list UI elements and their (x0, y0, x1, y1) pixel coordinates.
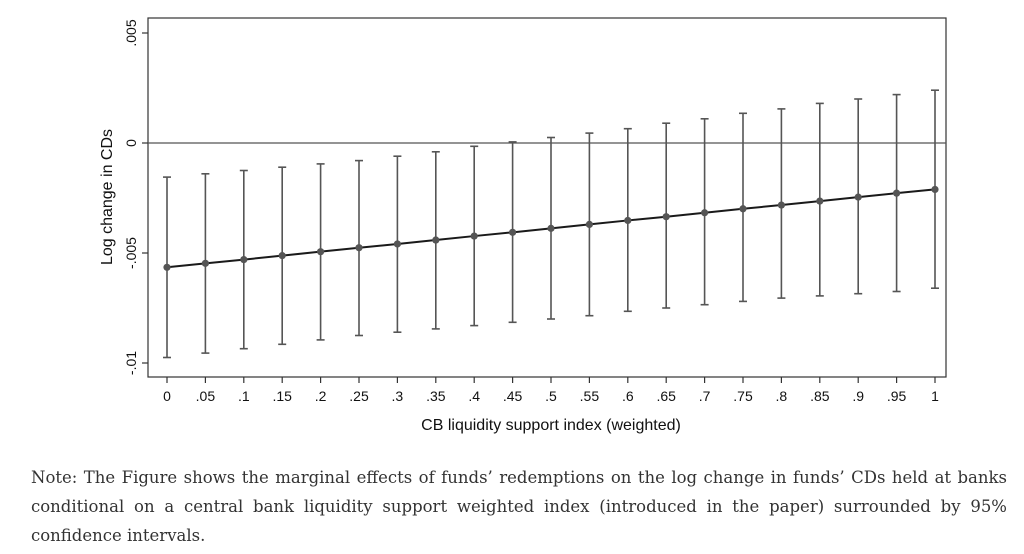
data-point (931, 185, 939, 194)
data-point (816, 197, 824, 205)
data-point (701, 209, 709, 217)
x-tick-label: .4 (468, 388, 480, 404)
x-tick-label: .45 (503, 388, 523, 404)
y-axis: .005 0 -.005 -.01 (123, 19, 148, 375)
x-tick-label: .6 (622, 388, 634, 404)
figure-note: Note: The Figure shows the marginal effe… (31, 468, 1007, 545)
x-tick-label: .95 (887, 388, 907, 404)
x-tick-label: .65 (656, 388, 676, 404)
confidence-interval-bars (163, 89, 939, 359)
marginal-effect-points (163, 185, 939, 271)
x-tick-label: .75 (733, 388, 753, 404)
data-point (508, 228, 517, 236)
x-tick-label: .55 (580, 388, 600, 404)
x-tick-label: .5 (545, 388, 557, 404)
data-point (317, 248, 325, 256)
data-point (355, 244, 363, 252)
y-tick-label: -.005 (123, 237, 139, 269)
data-point (739, 205, 747, 213)
data-point (393, 240, 401, 248)
data-point (854, 193, 862, 201)
x-tick-label: .7 (699, 388, 711, 404)
x-tick-label: 1 (931, 388, 939, 404)
data-point (662, 213, 670, 221)
data-point (278, 252, 286, 260)
x-tick-label: .85 (810, 388, 830, 404)
data-point (201, 259, 209, 267)
y-axis-label: Log change in CDs (99, 129, 116, 265)
x-tick-label: .25 (349, 388, 369, 404)
data-point (470, 232, 478, 240)
x-tick-label: .9 (852, 388, 864, 404)
data-point (163, 263, 171, 271)
data-point (547, 224, 555, 232)
x-tick-label: .8 (776, 388, 788, 404)
y-tick-label: -.01 (123, 351, 139, 375)
data-point (893, 189, 901, 197)
data-point (777, 201, 786, 209)
x-tick-label: .3 (392, 388, 404, 404)
data-point (624, 216, 632, 225)
x-tick-label: 0 (163, 388, 171, 404)
x-tick-label: .35 (426, 388, 446, 404)
marginal-effects-chart: .005 0 -.005 -.01 0 .05 .1 .15 .2 .25 .3 .35 .4 .45.… (99, 17, 947, 434)
x-tick-label: .15 (272, 388, 292, 404)
y-tick-label: 0 (123, 139, 139, 147)
data-point (585, 220, 594, 228)
y-tick-label: .005 (123, 19, 139, 46)
data-point (240, 256, 248, 264)
plot-frame (147, 17, 947, 378)
x-axis-label: CB liquidity support index (weighted) (421, 417, 681, 434)
data-point (432, 236, 440, 244)
x-tick-label: .2 (315, 388, 327, 404)
x-tick-label: .05 (196, 388, 216, 404)
x-axis: 0 .05 .1 .15 .2 .25 .3 .35 .4 .45 .5 .55 .6 .65 .7 .75.… (163, 377, 939, 404)
x-tick-label: .1 (238, 388, 250, 404)
